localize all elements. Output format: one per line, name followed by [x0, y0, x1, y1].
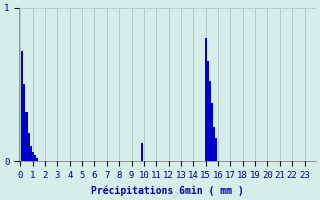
Bar — [141, 143, 143, 161]
X-axis label: Précipitations 6min ( mm ): Précipitations 6min ( mm ) — [91, 185, 244, 196]
Bar — [207, 61, 209, 161]
Bar — [29, 146, 32, 161]
Bar — [36, 158, 38, 161]
Bar — [211, 103, 213, 161]
Bar — [215, 138, 217, 161]
Bar — [209, 81, 211, 161]
Bar — [34, 155, 36, 161]
Bar — [21, 51, 23, 161]
Bar — [32, 152, 34, 161]
Bar — [23, 84, 26, 161]
Bar — [28, 133, 29, 161]
Bar — [204, 38, 207, 161]
Bar — [213, 127, 215, 161]
Bar — [26, 112, 28, 161]
